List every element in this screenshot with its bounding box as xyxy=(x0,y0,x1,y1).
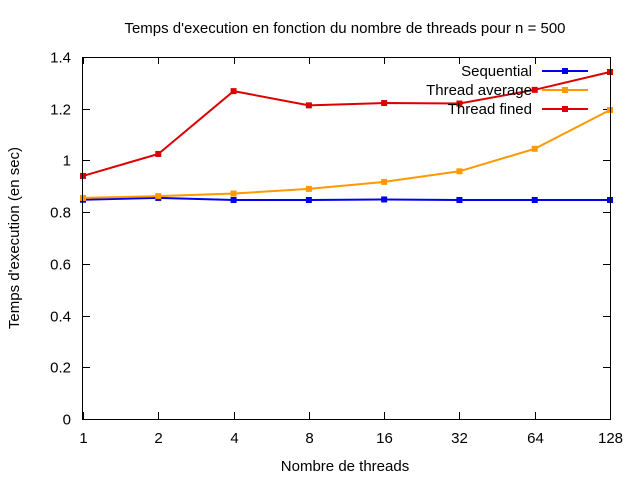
y-axis: 0 0.2 0.4 0.6 0.8 1 1.2 1.4 xyxy=(50,50,610,429)
y-tick-label: 0 xyxy=(63,412,71,429)
x-tick-label: 8 xyxy=(305,430,313,447)
legend-item: Thread average xyxy=(426,82,588,99)
series-line xyxy=(82,109,611,199)
data-point xyxy=(230,196,237,203)
y-tick-label: 0.8 xyxy=(50,205,71,222)
x-tick-label: 4 xyxy=(230,430,238,447)
data-point xyxy=(305,102,312,109)
legend-label: Thread average xyxy=(426,82,532,99)
data-point xyxy=(305,185,312,192)
y-tick-label: 1 xyxy=(63,153,71,170)
data-point xyxy=(381,178,388,185)
plot-frame xyxy=(82,57,611,420)
data-point xyxy=(305,196,312,203)
y-tick-label: 0.2 xyxy=(50,360,71,377)
y-tick-label: 0.6 xyxy=(50,257,71,274)
data-point xyxy=(230,190,237,197)
legend-item: Thread fined xyxy=(448,101,588,118)
y-axis-label: Temps d'execution (en sec) xyxy=(6,147,23,329)
chart-title: Temps d'execution en fonction du nombre … xyxy=(124,20,565,37)
series-line xyxy=(82,196,610,201)
x-tick-label: 2 xyxy=(154,430,162,447)
x-axis-label: Nombre de threads xyxy=(281,458,409,475)
data-point xyxy=(456,100,463,107)
x-axis: 1 2 4 8 16 32 64 128 xyxy=(79,57,623,447)
data-point xyxy=(381,100,388,107)
legend-swatch-marker xyxy=(562,106,568,112)
data-point xyxy=(531,86,538,93)
x-tick-label: 1 xyxy=(79,430,87,447)
legend-item: Sequential xyxy=(461,63,588,80)
data-point xyxy=(230,88,237,95)
x-tick-label: 64 xyxy=(527,430,544,447)
data-point xyxy=(456,196,463,203)
series-thread-fined xyxy=(80,68,613,179)
data-point xyxy=(456,168,463,175)
x-tick-label: 16 xyxy=(376,430,393,447)
data-point xyxy=(531,145,538,152)
data-point xyxy=(155,193,162,200)
x-tick-label: 128 xyxy=(598,430,623,447)
data-point xyxy=(381,196,388,203)
y-tick-label: 0.4 xyxy=(50,309,71,326)
data-point xyxy=(155,150,162,157)
legend-swatch-marker xyxy=(562,68,568,74)
legend-swatch-marker xyxy=(562,87,568,93)
data-point xyxy=(531,196,538,203)
legend: Sequential Thread average Thread fined xyxy=(426,63,588,118)
legend-label: Thread fined xyxy=(448,101,532,118)
x-tick-label: 32 xyxy=(451,430,468,447)
y-tick-label: 1.2 xyxy=(50,102,71,119)
series-line xyxy=(82,71,611,177)
plot-area xyxy=(80,68,613,203)
legend-label: Sequential xyxy=(461,63,532,80)
y-tick-label: 1.4 xyxy=(50,50,71,67)
